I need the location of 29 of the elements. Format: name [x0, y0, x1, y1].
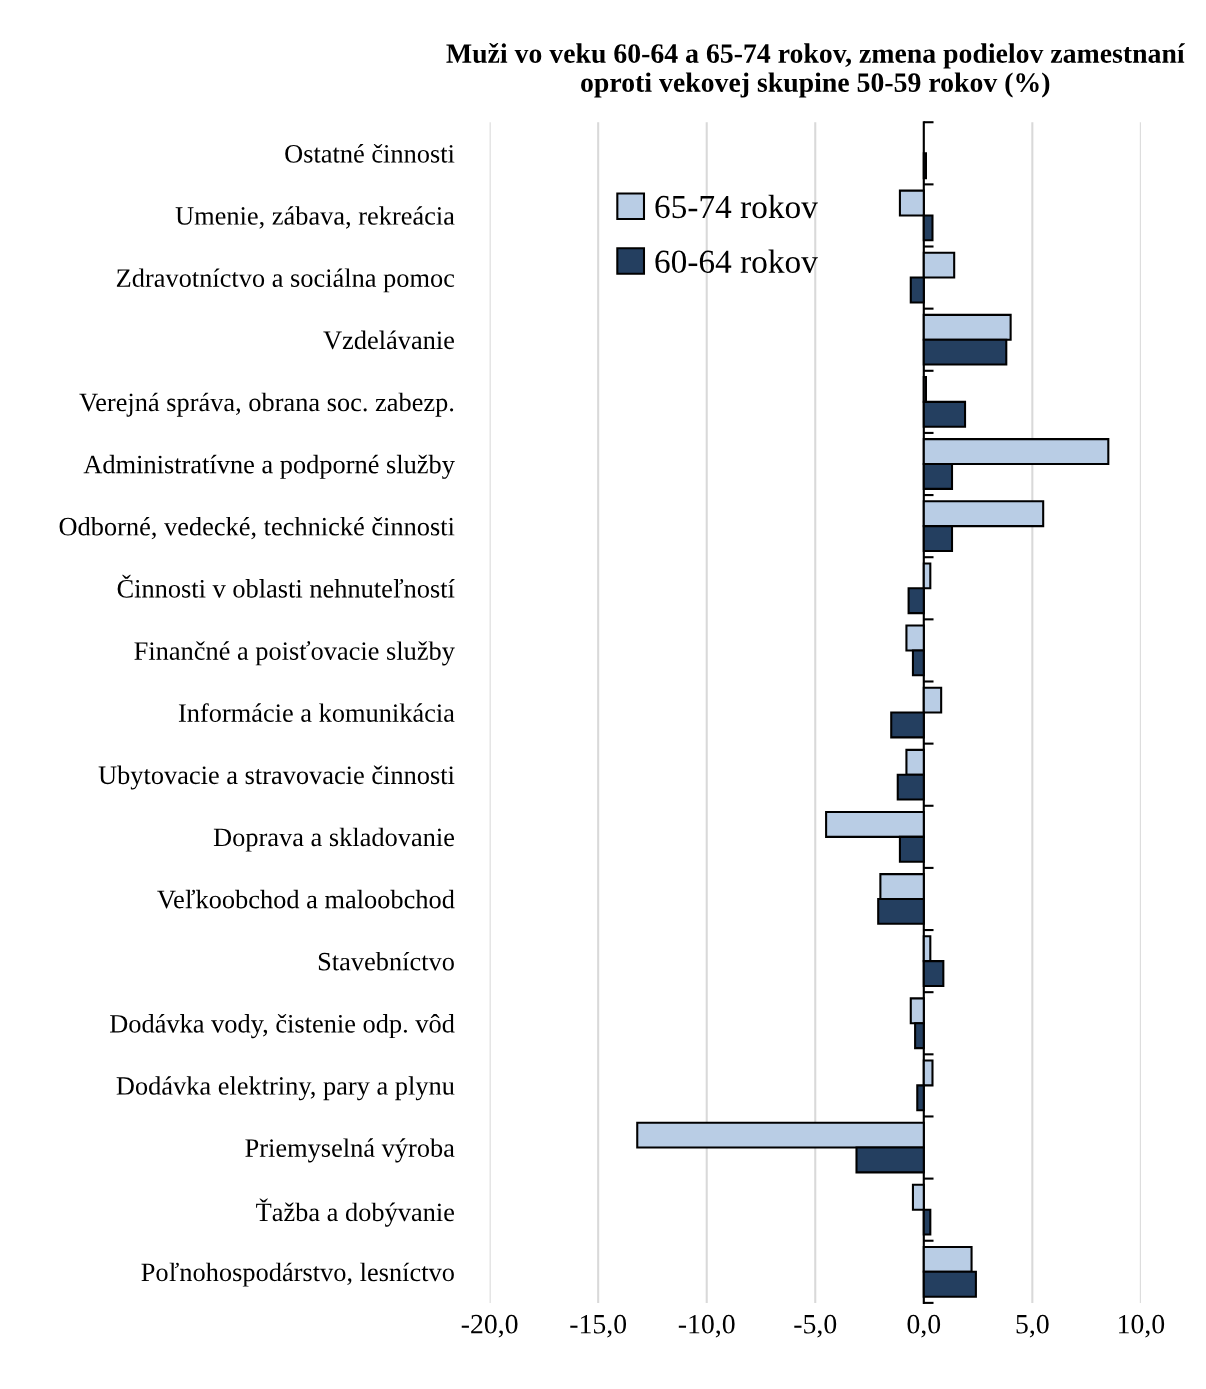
y-tick-label: Ostatné činnosti — [285, 144, 455, 163]
x-tick-label: -15,0 — [570, 1314, 627, 1338]
y-tick-label: Činnosti v oblasti nehnuteľností — [117, 574, 455, 598]
x-tick-label: -20,0 — [461, 1314, 518, 1338]
y-tick-label: Poľnohospodárstvo, lesníctvo — [141, 1262, 454, 1287]
y-tick-label: Ubytovacie a stravovacie činnosti — [98, 765, 455, 790]
x-tick-label: -5,0 — [794, 1314, 837, 1338]
y-tick-label: Administratívne a podporné služby — [83, 454, 455, 479]
x-tick-label: 5,0 — [1016, 1314, 1049, 1338]
y-tick-label: Odborné, vedecké, technické činnosti — [59, 516, 455, 540]
y-tick-label: Priemyselná výroba — [245, 1138, 455, 1163]
y-tick-label: Zdravotníctvo a sociálna pomoc — [116, 268, 455, 293]
y-tick-label: Umenie, zábava, rekreácia — [175, 206, 455, 229]
legend-label: 65-74 rokov — [655, 194, 818, 219]
x-tick-label: 10,0 — [1119, 1314, 1165, 1338]
y-tick-label: Verejná správa, obrana soc. zabezp. — [79, 392, 454, 417]
y-tick-label: Informácie a komunikácia — [178, 703, 455, 722]
x-tick-label: 0,0 — [907, 1314, 941, 1338]
legend-label: 60-64 rokov — [655, 249, 818, 273]
y-tick-label: Dodávka elektriny, pary a plynu — [116, 1076, 455, 1101]
y-tick-label: Ťažba a dobývanie — [256, 1198, 454, 1227]
y-tick-label: Stavebníctvo — [318, 951, 454, 971]
y-tick-label: Vzdelávanie — [323, 330, 454, 350]
y-tick-label: Dodávka vody, čistenie odp. vôd — [109, 1014, 455, 1039]
y-tick-label: Doprava a skladovanie — [213, 827, 454, 852]
y-tick-label: Finančné a poisťovacie služby — [134, 641, 455, 666]
chart-title: Muži vo veku 60-64 a 65-74 rokov, zmena podielov zamestnaní oproti vekovej skupine 50-59 rokov (%) — [446, 43, 1185, 98]
x-tick-label: -10,0 — [678, 1314, 735, 1338]
y-tick-label: Veľkoobchod a maloobchod — [157, 889, 455, 909]
